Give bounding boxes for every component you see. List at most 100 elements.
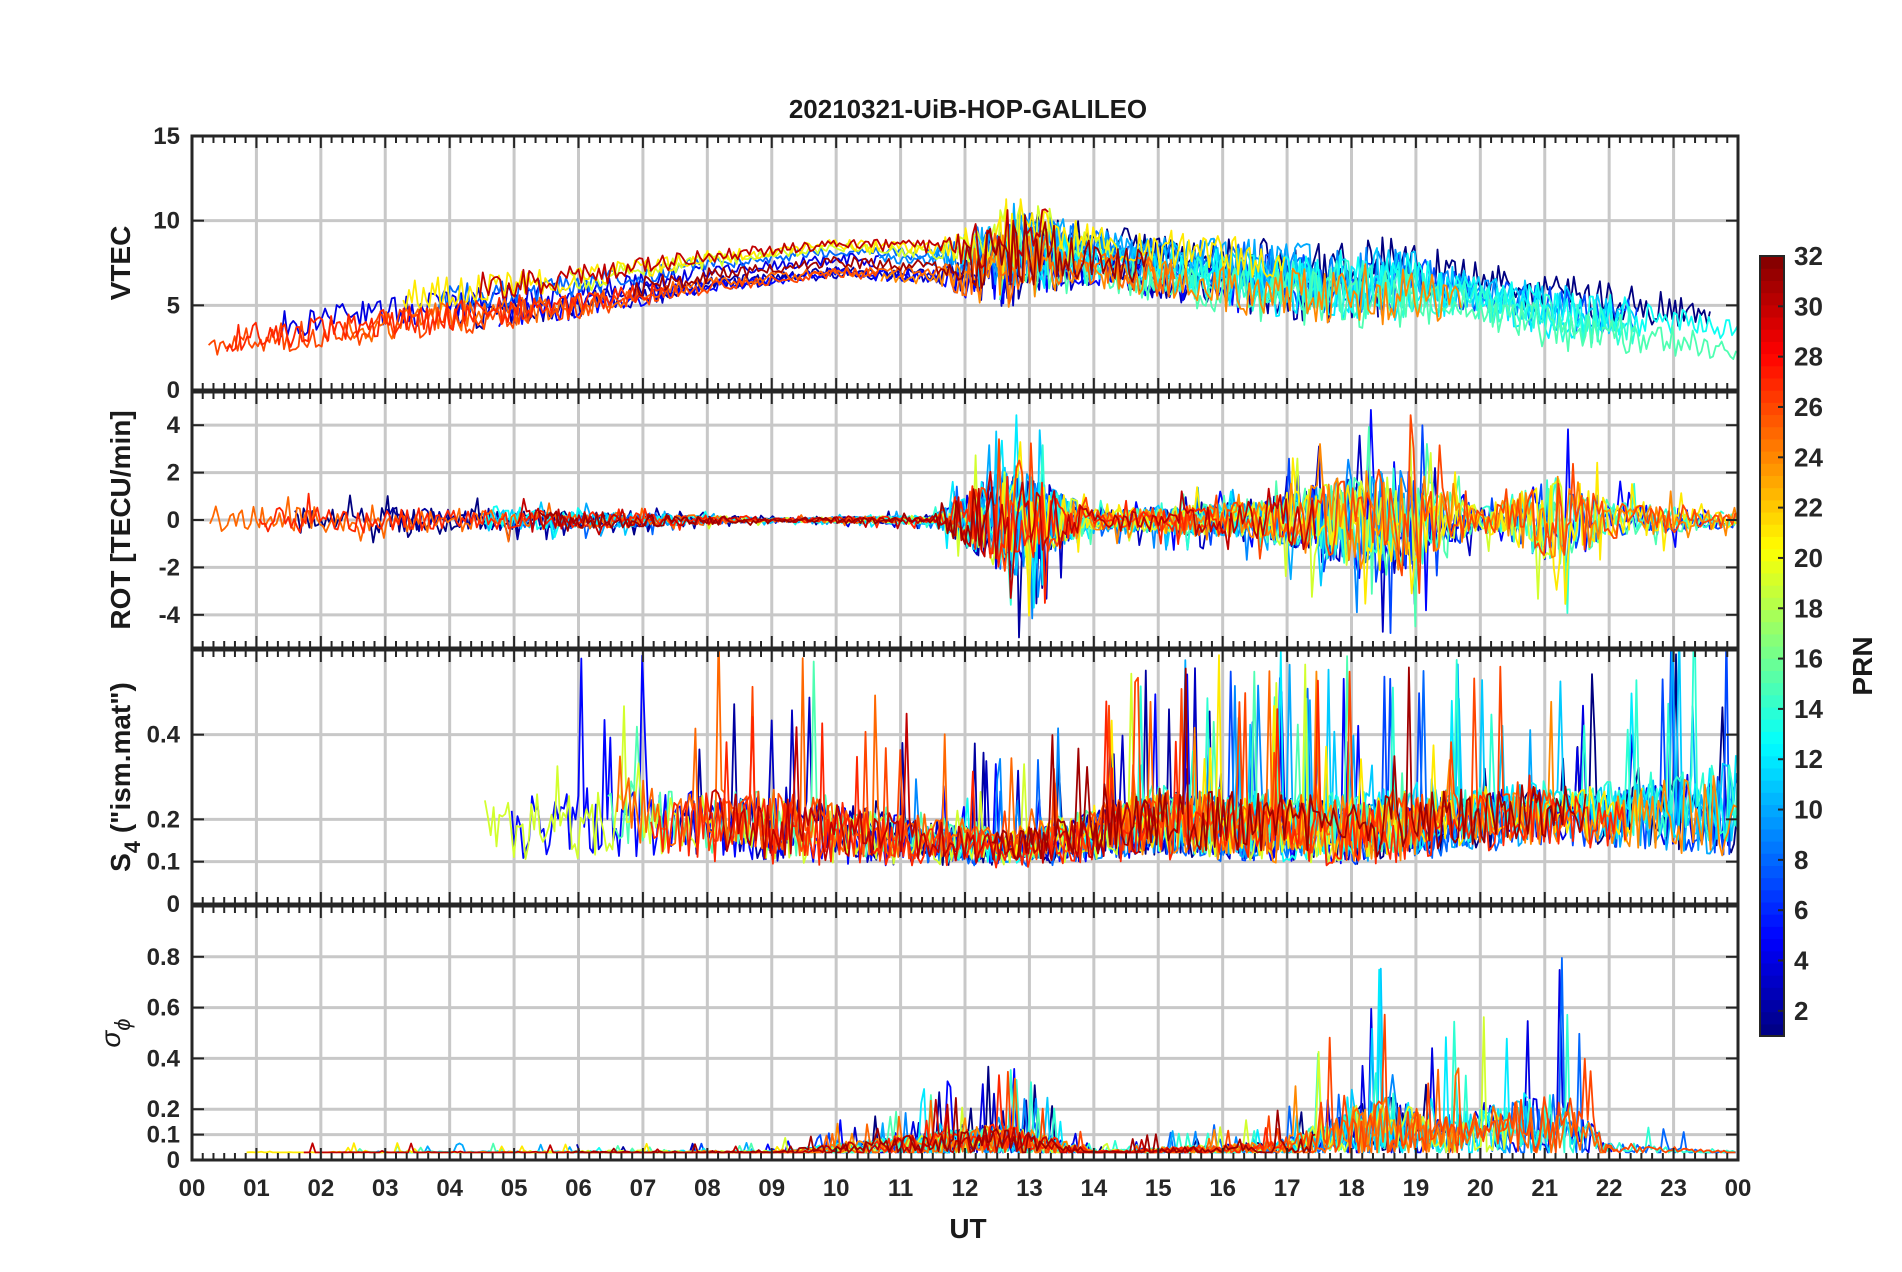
colorbar-segment — [1760, 292, 1784, 306]
colorbar-segment — [1760, 694, 1784, 708]
x-tick-label: 04 — [436, 1175, 463, 1202]
colorbar-segment — [1760, 816, 1784, 830]
x-tick-label: 07 — [630, 1175, 657, 1202]
x-tick-labels: 00 01 02 03 04 05 06 07 08 09 10 11 12 13 14 15 16 17 18 19… — [179, 1175, 1752, 1202]
colorbar-segment — [1760, 475, 1784, 489]
colorbar-segment — [1760, 780, 1784, 793]
x-tick-label: 05 — [501, 1175, 528, 1202]
colorbar-segment — [1760, 499, 1784, 513]
x-tick-label: 09 — [758, 1175, 785, 1202]
y-tick-label: 0 — [167, 891, 180, 918]
colorbar-segment — [1760, 743, 1784, 757]
colorbar-segment — [1760, 560, 1784, 574]
x-tick-label: 16 — [1209, 1175, 1236, 1202]
colorbar-segment — [1760, 853, 1784, 866]
y-tick-label: 15 — [153, 123, 180, 150]
colorbar-segment — [1760, 706, 1784, 720]
colorbar-segment — [1760, 975, 1784, 988]
x-tick-label: 22 — [1596, 1175, 1623, 1202]
colorbar-segment — [1760, 524, 1784, 537]
trace-prn-30 — [708, 712, 1154, 864]
x-tick-label: 17 — [1274, 1175, 1301, 1202]
x-tick-label: 01 — [243, 1175, 270, 1202]
trace-prn-12 — [1210, 650, 1737, 857]
trace-prn-30 — [479, 208, 1049, 299]
traces — [484, 650, 1738, 869]
colorbar-segment — [1760, 682, 1784, 696]
colorbar-tick-label: 32 — [1794, 241, 1823, 271]
y-axis-label: VTEC — [105, 226, 136, 301]
colorbar-segment — [1760, 414, 1784, 428]
colorbar-segment — [1760, 609, 1784, 623]
chart-title: 20210321-UiB-HOP-GALILEO — [789, 94, 1147, 124]
y-axis-label: ROT [TECU/min] — [105, 410, 136, 629]
colorbar-segment — [1760, 536, 1784, 550]
trace-prn-26 — [705, 665, 1557, 862]
x-ticks — [192, 650, 1738, 905]
colorbar-segment — [1760, 889, 1784, 903]
x-tick-label: 10 — [823, 1175, 850, 1202]
y-axis-label: σϕ — [95, 1018, 135, 1047]
colorbar-segment — [1760, 877, 1784, 891]
colorbar-tick-label: 22 — [1794, 493, 1823, 523]
trace-prn-31 — [632, 214, 1148, 297]
x-ticks — [192, 135, 1738, 391]
colorbar-tick-label: 6 — [1794, 895, 1808, 925]
x-tick-label: 23 — [1660, 1175, 1687, 1202]
colorbar-segment — [1760, 341, 1784, 355]
y-tick-label: 0 — [167, 377, 180, 404]
colorbar-segment — [1760, 511, 1784, 525]
colorbar-segment — [1760, 621, 1784, 635]
y-tick-label: 0.4 — [147, 1045, 181, 1072]
colorbar-segment — [1760, 950, 1784, 964]
y-tick-label: 5 — [167, 292, 180, 319]
colorbar-segment — [1760, 828, 1784, 842]
x-tick-label: 06 — [565, 1175, 592, 1202]
colorbar-segment — [1760, 316, 1784, 330]
y-tick-label: 0.2 — [147, 806, 180, 833]
x-tick-label: 03 — [372, 1175, 399, 1202]
colorbar-tick-label: 10 — [1794, 795, 1823, 825]
panel-s4: 0 0.1 0.2 0.4S4 ("ism.mat") — [105, 648, 1740, 918]
panel-vtec: 0 5 10 15 VTEC — [105, 123, 1740, 404]
colorbar-segment — [1760, 901, 1784, 915]
colorbar-segment — [1760, 572, 1784, 586]
panel-rot: -4 -2 0 2 4 ROT [TECU/min] — [105, 390, 1740, 650]
y-tick-label: 4 — [167, 412, 181, 439]
colorbar-segment — [1760, 280, 1784, 294]
colorbar-label: PRN — [1847, 636, 1878, 695]
y-tick-label: 0 — [167, 1147, 180, 1174]
colorbar-segment — [1760, 268, 1784, 281]
colorbar-tick-label: 26 — [1794, 392, 1823, 422]
colorbar-tick-label: 24 — [1794, 442, 1823, 472]
x-tick-label: 18 — [1338, 1175, 1365, 1202]
colorbar-segment — [1760, 377, 1784, 391]
x-tick-label: 15 — [1145, 1175, 1172, 1202]
colorbar-segment — [1760, 451, 1784, 464]
colorbar-segment — [1760, 463, 1784, 476]
colorbar-segment — [1760, 585, 1784, 598]
colorbar-segment — [1760, 999, 1784, 1013]
x-tick-label: 11 — [888, 1175, 913, 1202]
colorbar-segment — [1760, 792, 1784, 806]
colorbar-segment — [1760, 804, 1784, 818]
colorbar-segment — [1760, 658, 1784, 671]
colorbar-segment — [1760, 487, 1784, 501]
colorbar-tick-label: 16 — [1794, 644, 1823, 674]
colorbar-segment — [1760, 1023, 1784, 1037]
colorbar-segment — [1760, 841, 1784, 854]
y-tick-label: 0.4 — [147, 722, 181, 749]
y-tick-label: 0.1 — [147, 1122, 180, 1149]
trace-prn-27 — [225, 281, 666, 352]
y-tick-label: 2 — [167, 460, 180, 487]
colorbar-tick-label: 4 — [1794, 946, 1809, 976]
colorbar-segment — [1760, 670, 1784, 684]
colorbar-segment — [1760, 914, 1784, 927]
x-tick-label: 02 — [307, 1175, 334, 1202]
colorbar-segment — [1760, 353, 1784, 367]
trace-prn-31 — [570, 1097, 1316, 1154]
colorbar-tick-label: 14 — [1794, 694, 1823, 724]
colorbar-tick-label: 2 — [1794, 996, 1808, 1026]
